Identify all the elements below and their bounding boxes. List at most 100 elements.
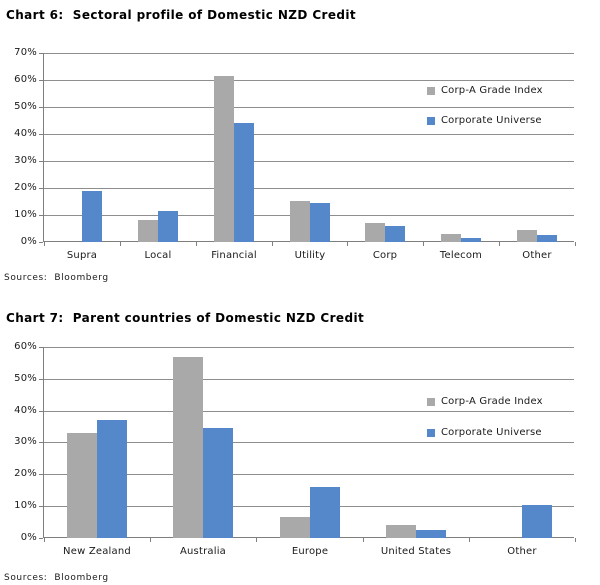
gridline-40 — [44, 134, 574, 135]
bar-corporate-universe-corp — [385, 226, 405, 242]
x-axis-label-corp: Corp — [372, 250, 398, 261]
legend-item-corporate-universe: Corporate Universe — [424, 426, 545, 439]
legend-swatch-icon — [427, 397, 435, 406]
bar-corporate-universe-other — [537, 235, 557, 242]
gridline-30 — [44, 442, 574, 443]
x-axis-label-new-zealand: New Zealand — [63, 546, 131, 557]
x-axis-tick — [575, 538, 576, 542]
x-axis-label-europe: Europe — [291, 546, 329, 557]
bar-corp-a-grade-index-australia — [173, 357, 203, 538]
y-axis-label-50%: 50% — [14, 373, 37, 384]
y-axis-tick — [39, 347, 43, 348]
gridline-10 — [44, 506, 574, 507]
chart7-source: Sources: Bloomberg — [4, 573, 109, 583]
bar-corporate-universe-other — [522, 505, 552, 538]
gridline-70 — [44, 53, 574, 54]
y-axis-tick — [39, 134, 43, 135]
gridline-60 — [44, 347, 574, 348]
y-axis-tick — [39, 215, 43, 216]
y-axis-label-10%: 10% — [14, 500, 37, 511]
bar-corp-a-grade-index-financial — [214, 76, 234, 242]
gridline-40 — [44, 411, 574, 412]
x-axis-tick — [120, 242, 121, 246]
bar-corp-a-grade-index-utility — [290, 201, 310, 242]
chart7-plot-area: 0% 10% 20% 30% 40% 50% 60% New Zealand Australia… — [14, 341, 576, 557]
bar-corporate-universe-united-states — [416, 530, 446, 538]
x-axis-label-australia: Australia — [179, 546, 227, 557]
x-axis-label-local: Local — [144, 250, 172, 261]
bar-corp-a-grade-index-local — [138, 220, 158, 242]
y-axis-label-0%: 0% — [20, 532, 37, 543]
x-axis-label-supra: Supra — [66, 250, 98, 261]
x-axis-label-other: Other — [507, 546, 537, 557]
x-axis-tick — [363, 538, 364, 542]
chart6-source: Sources: Bloomberg — [4, 273, 109, 283]
bar-corporate-universe-new-zealand — [97, 420, 127, 538]
x-axis-label-telecom: Telecom — [439, 250, 483, 261]
bar-corporate-universe-australia — [203, 428, 233, 538]
y-axis-tick — [39, 442, 43, 443]
legend-swatch-icon — [427, 428, 435, 437]
legend-label: Corp-A Grade Index — [441, 85, 543, 96]
bar-corp-a-grade-index-telecom — [441, 234, 461, 242]
chart6-plot-area: 0% 10% 20% 30% 40% 50% 60% 70% Supra Local Financi… — [14, 47, 576, 261]
y-axis-tick — [39, 538, 43, 539]
x-axis-tick — [347, 242, 348, 246]
y-axis-label-0%: 0% — [20, 236, 37, 247]
y-axis-label-20%: 20% — [14, 182, 37, 193]
x-axis-tick — [150, 538, 151, 542]
gridline-50 — [44, 379, 574, 380]
x-axis-tick — [423, 242, 424, 246]
bar-corp-a-grade-index-europe — [280, 517, 310, 538]
y-axis-tick — [39, 411, 43, 412]
y-axis-label-40%: 40% — [14, 128, 37, 139]
legend-item-corp-a-grade-index: Corp-A Grade Index — [424, 395, 546, 408]
gridline-30 — [44, 161, 574, 162]
legend-label: Corp-A Grade Index — [441, 396, 543, 407]
x-axis-tick — [44, 242, 45, 246]
chart7-title: Chart 7: Parent countries of Domestic NZ… — [6, 311, 365, 325]
bar-corp-a-grade-index-corp — [365, 223, 385, 242]
y-axis-tick — [39, 506, 43, 507]
chart6-block: Chart 6: Sectoral profile of Domestic NZ… — [4, 8, 576, 283]
y-axis-tick — [39, 379, 43, 380]
y-axis-tick — [39, 107, 43, 108]
y-axis-label-40%: 40% — [14, 405, 37, 416]
gridline-60 — [44, 80, 574, 81]
x-axis-label-other: Other — [522, 250, 552, 261]
legend-label: Corporate Universe — [441, 115, 542, 126]
gridline-50 — [44, 107, 574, 108]
x-axis-label-utility: Utility — [294, 250, 326, 261]
x-axis-label-united-states: United States — [380, 546, 452, 557]
y-axis-tick — [39, 242, 43, 243]
y-axis-label-20%: 20% — [14, 468, 37, 479]
bar-corporate-universe-telecom — [461, 238, 481, 242]
bar-corp-a-grade-index-other — [517, 230, 537, 242]
bar-corporate-universe-utility — [310, 203, 330, 242]
chart7-block: Chart 7: Parent countries of Domestic NZ… — [0, 302, 600, 585]
legend-item-corporate-universe: Corporate Universe — [424, 114, 545, 127]
bar-corporate-universe-europe — [310, 487, 340, 538]
x-axis-tick — [256, 538, 257, 542]
x-axis-label-financial: Financial — [211, 250, 257, 261]
x-axis-tick — [469, 538, 470, 542]
legend-swatch-icon — [427, 86, 435, 95]
legend-item-corp-a-grade-index: Corp-A Grade Index — [424, 84, 546, 97]
x-axis-tick — [272, 242, 273, 246]
legend-label: Corporate Universe — [441, 427, 542, 438]
y-axis-label-50%: 50% — [14, 101, 37, 112]
y-axis-tick — [39, 188, 43, 189]
x-axis-tick — [575, 242, 576, 246]
y-axis-label-10%: 10% — [14, 209, 37, 220]
y-axis-label-60%: 60% — [14, 74, 37, 85]
x-axis-tick — [499, 242, 500, 246]
bar-corporate-universe-local — [158, 211, 178, 242]
y-axis-tick — [39, 80, 43, 81]
x-axis-tick — [196, 242, 197, 246]
x-axis-tick — [44, 538, 45, 542]
legend-swatch-icon — [427, 116, 435, 125]
y-axis-tick — [39, 161, 43, 162]
gridline-20 — [44, 474, 574, 475]
bar-corp-a-grade-index-united-states — [386, 525, 416, 538]
bar-corporate-universe-supra — [82, 191, 102, 242]
